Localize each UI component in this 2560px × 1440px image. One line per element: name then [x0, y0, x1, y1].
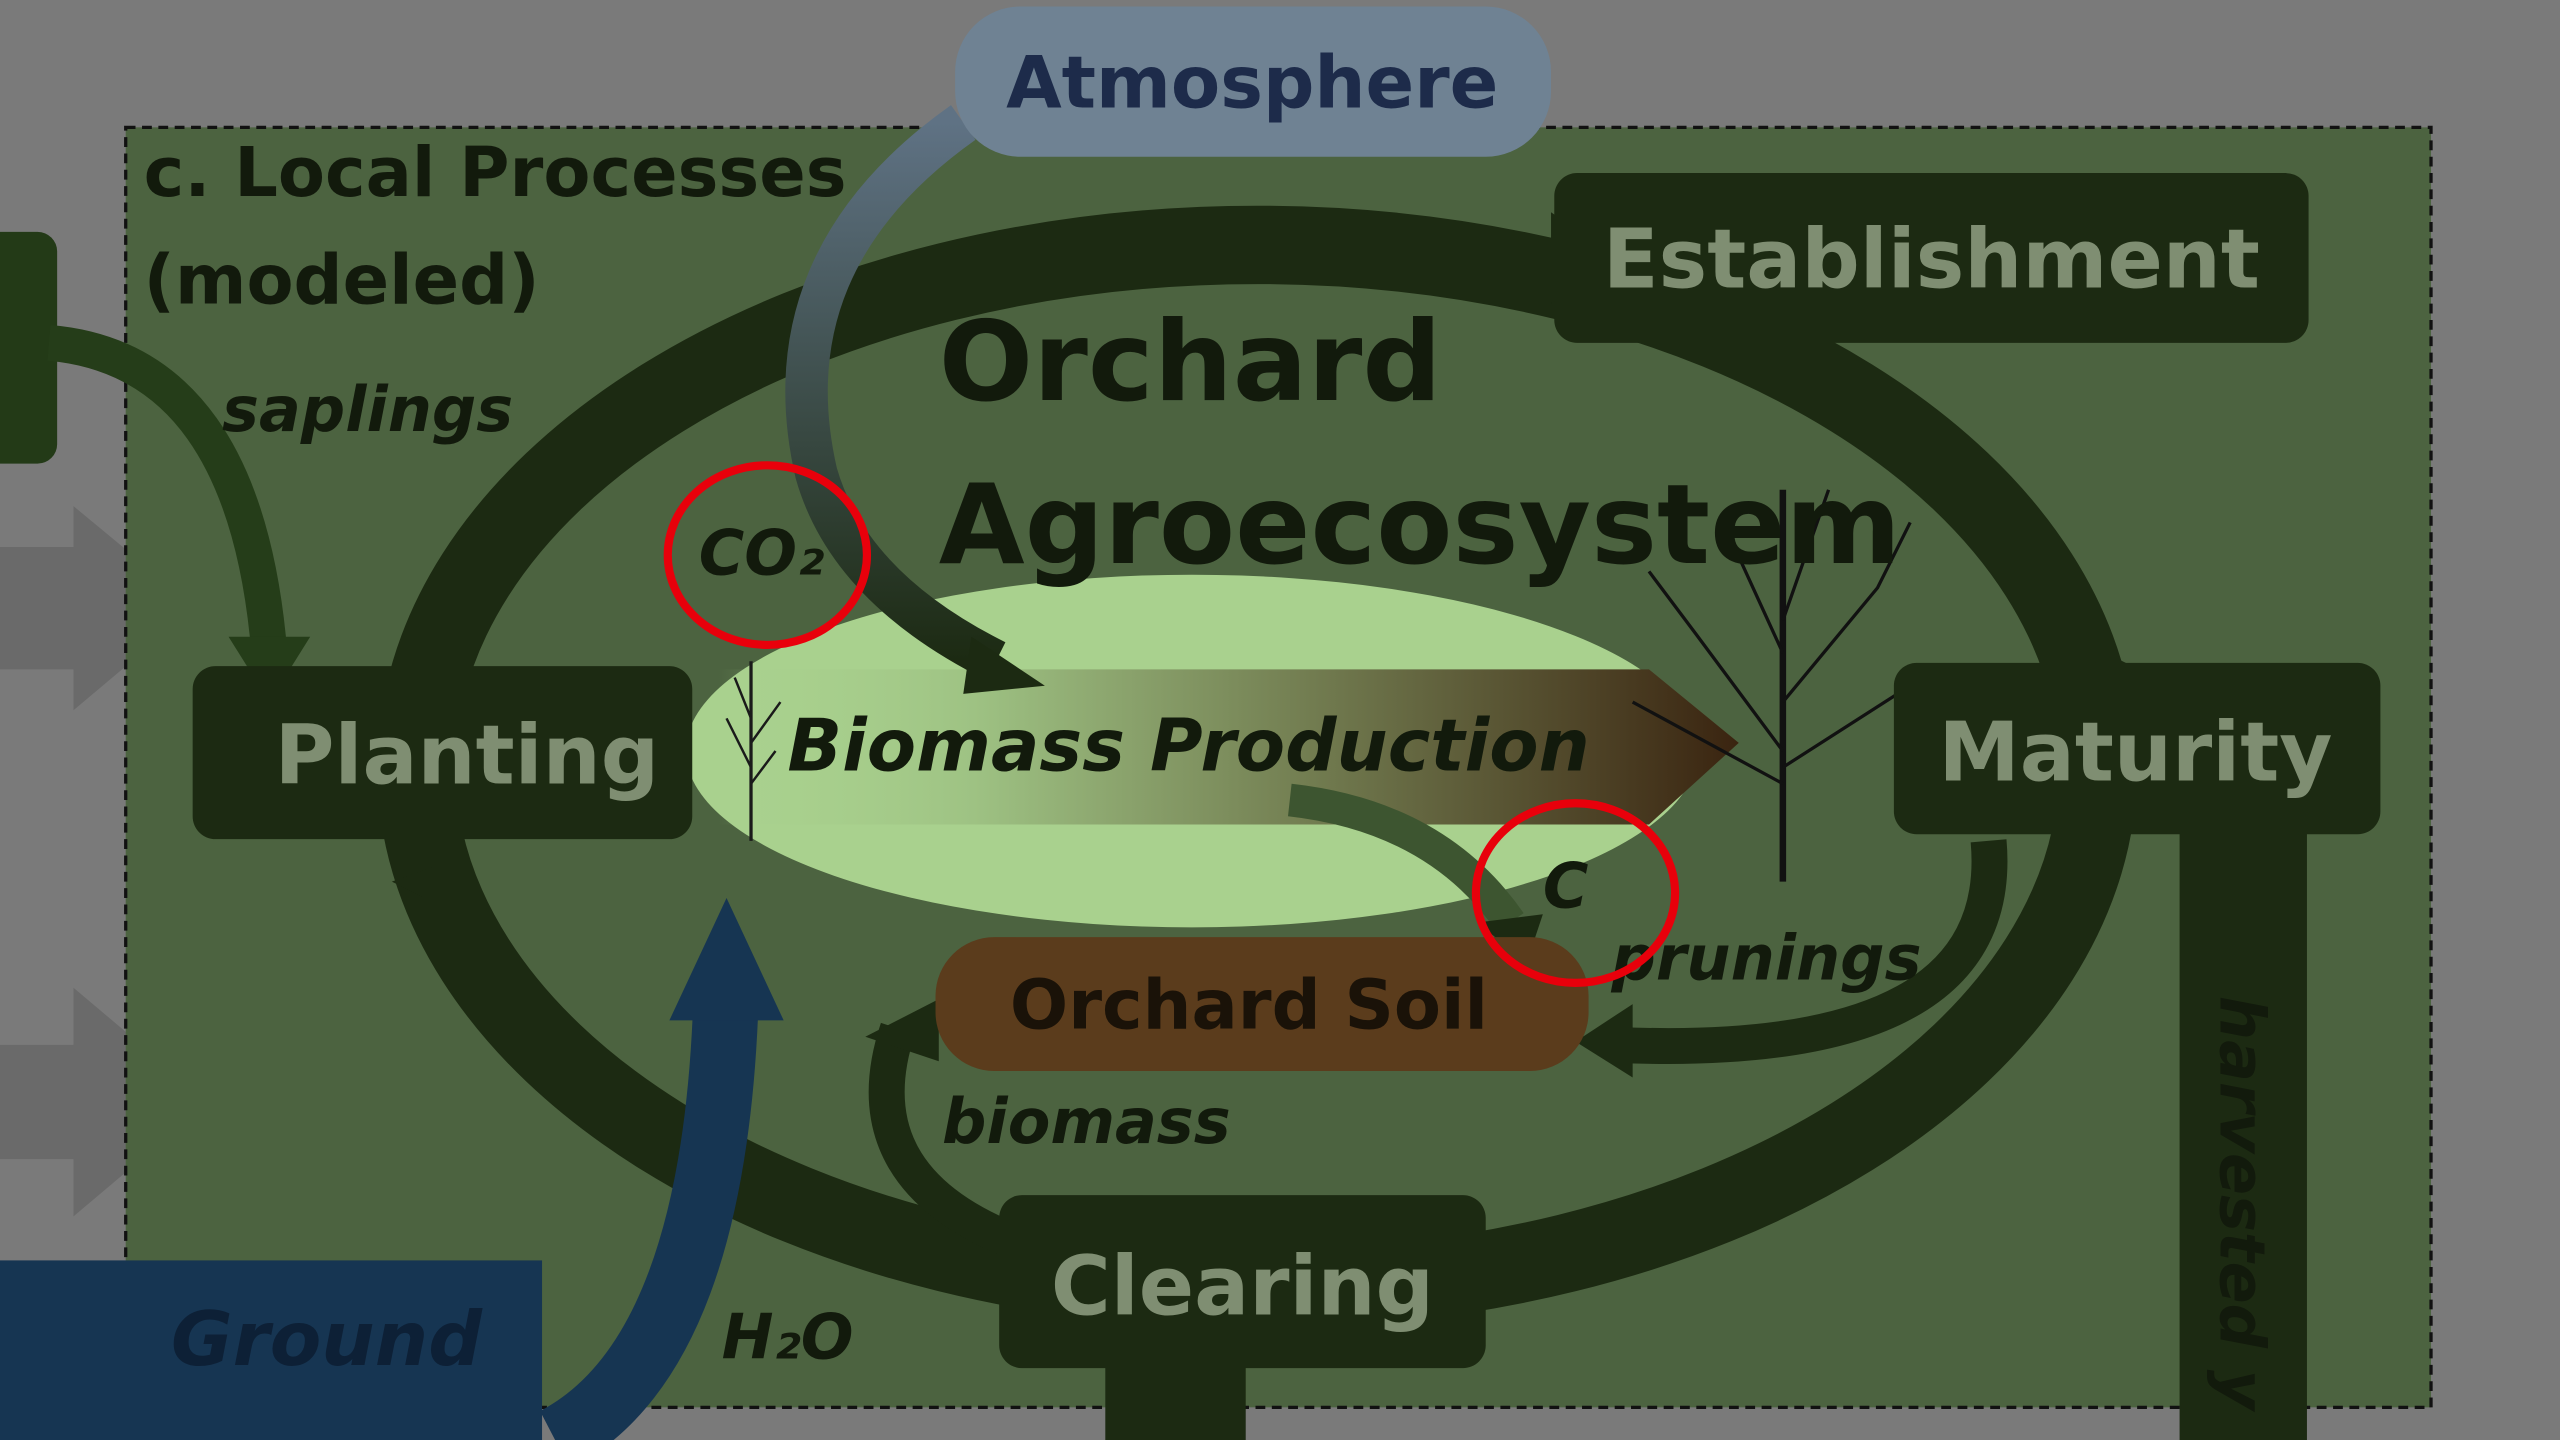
node-label: Clearing: [1051, 1239, 1434, 1334]
panel-title: c. Local Processes: [144, 133, 847, 213]
center-title: Orchard: [939, 298, 1442, 427]
page: {"header": {"title_line1": "c. Local Pro…: [0, 0, 2560, 1440]
node-label: Establishment: [1603, 212, 2260, 307]
flow-label: harvested y: [2205, 996, 2278, 1413]
node-label: Orchard Soil: [1010, 966, 1488, 1046]
node-label: Ground: [171, 1295, 483, 1383]
diagram: Atmosphere c. Local Processes (modeled) …: [0, 0, 2560, 1440]
node-label: Atmosphere: [1006, 41, 1498, 125]
node-label: Maturity: [1939, 705, 2333, 800]
flow-label: saplings: [222, 373, 513, 446]
center-title: Agroecosystem: [939, 461, 1901, 590]
node-label: Biomass Production: [787, 704, 1589, 788]
flow-label: C: [1543, 850, 1589, 923]
panel-title: (modeled): [144, 241, 540, 321]
flow-label: H₂O: [722, 1300, 854, 1373]
flow-label: prunings: [1610, 922, 1921, 995]
flow-label: CO₂: [699, 517, 824, 590]
node-label: Planting: [275, 709, 660, 804]
flow-label: biomass: [942, 1085, 1231, 1158]
left-box: [0, 232, 57, 464]
